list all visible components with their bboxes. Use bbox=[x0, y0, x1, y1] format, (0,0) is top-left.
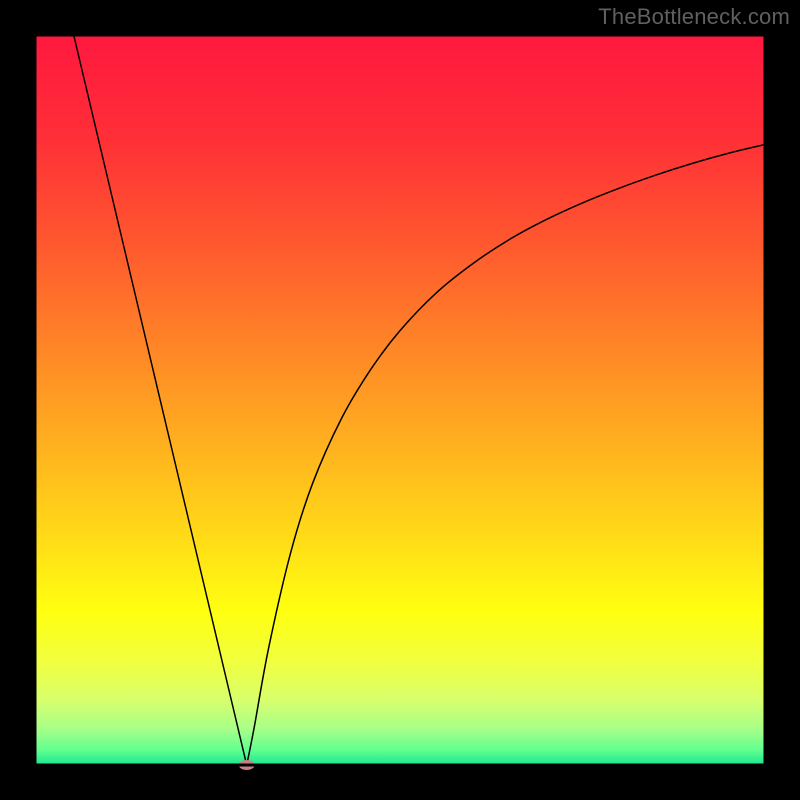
watermark-text: TheBottleneck.com bbox=[598, 4, 790, 30]
bottleneck-chart bbox=[0, 0, 800, 800]
plot-background bbox=[35, 35, 765, 765]
chart-container: TheBottleneck.com bbox=[0, 0, 800, 800]
